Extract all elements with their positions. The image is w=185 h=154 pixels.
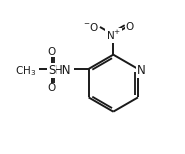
Text: O: O xyxy=(48,83,56,93)
Text: O: O xyxy=(125,22,133,32)
Text: N: N xyxy=(137,64,146,77)
Text: S: S xyxy=(48,64,55,77)
Text: $^{-}$O: $^{-}$O xyxy=(83,21,99,33)
Text: CH$_3$: CH$_3$ xyxy=(15,64,36,78)
Text: O: O xyxy=(48,47,56,57)
Text: N$^{+}$: N$^{+}$ xyxy=(106,29,121,42)
Text: HN: HN xyxy=(53,64,71,77)
